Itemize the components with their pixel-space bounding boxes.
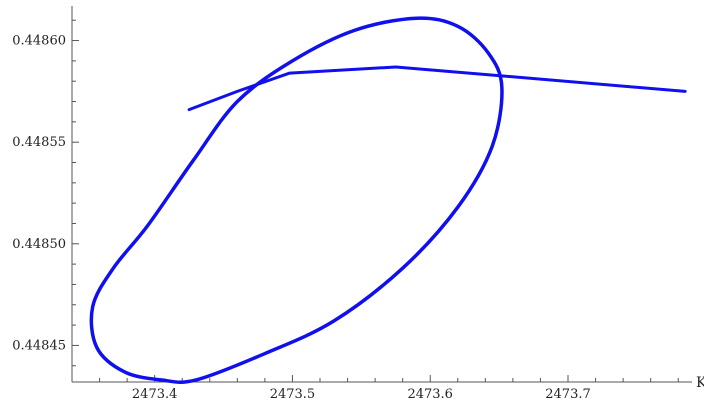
x-tick-label: 2473.7 xyxy=(545,387,591,402)
y-tick-label: 0.44850 xyxy=(12,237,66,252)
ellipse-curve xyxy=(89,16,504,385)
x-axis-label: K xyxy=(696,375,704,391)
x-tick-label: 2473.6 xyxy=(407,387,453,402)
polyline-curve xyxy=(187,65,687,112)
y-tick-label: 0.44860 xyxy=(12,34,66,49)
plot-marks xyxy=(89,16,687,385)
y-tick-label: 0.44845 xyxy=(12,338,66,353)
x-tick-label: 2473.4 xyxy=(132,387,178,402)
x-tick-label: 2473.5 xyxy=(270,387,316,402)
y-tick-label: 0.44855 xyxy=(12,135,66,150)
axes: 2473.4 2473.5 2473.6 2473.7 0.44845 0.44850 0.… xyxy=(12,6,704,402)
